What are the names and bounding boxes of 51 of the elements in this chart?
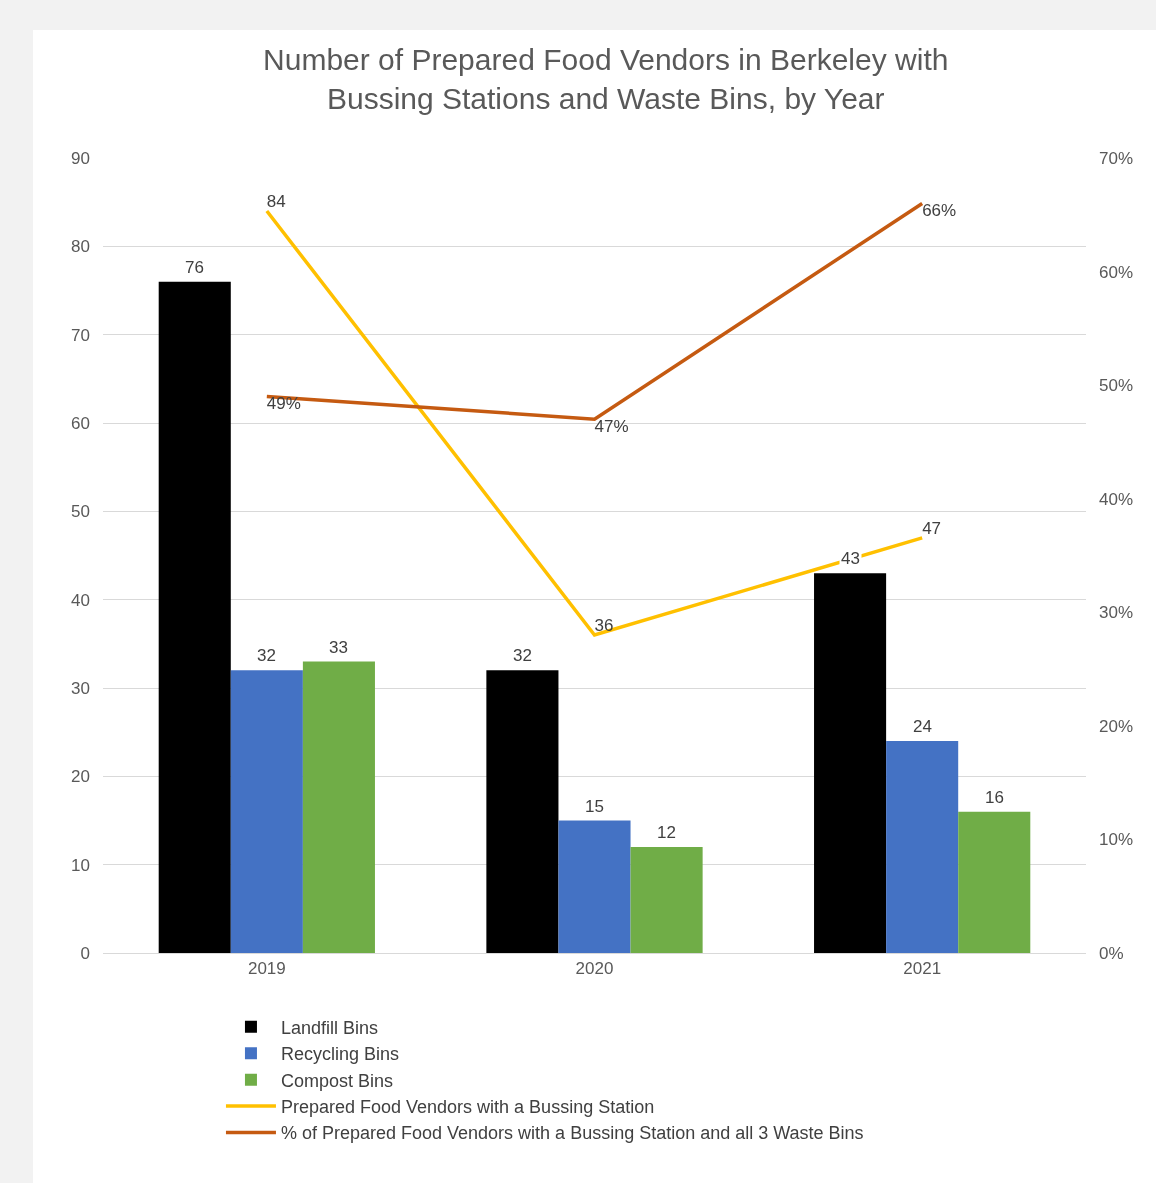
y-tick-label: 80 [71,237,90,257]
y2-tick-label: 70% [1099,148,1134,168]
x-tick-label: 2020 [575,959,614,979]
y2-tick-label: 50% [1099,376,1134,396]
y2-tick-label: 60% [1099,262,1134,282]
legend-label: Prepared Food Vendors with a Bussing Station [280,1097,655,1118]
y-tick-label: 60 [71,413,90,433]
y-tick-label: 20 [71,767,90,787]
legend-label: Landfill Bins [280,1017,379,1038]
legend-label: Recycling Bins [280,1044,400,1065]
bar [630,847,703,953]
bar [958,811,1031,953]
bar [814,573,887,953]
data-label: 76 [185,258,204,277]
data-label: 47 [922,518,942,538]
y-tick-label: 90 [71,148,90,168]
data-label: 43 [841,549,860,568]
data-label: 32 [513,646,532,665]
data-label: 36 [594,615,614,635]
data-label: 49% [266,394,301,414]
data-label: 15 [585,797,604,816]
data-label: 66% [922,201,957,221]
bar [486,670,559,953]
bar [302,661,375,953]
y-tick-label: 40 [71,590,90,610]
y2-tick-label: 20% [1099,716,1134,736]
y-tick-label: 10 [71,855,90,875]
data-label: 24 [913,717,932,736]
data-label: 32 [257,646,276,665]
chart-title: Number of Prepared Food Vendors in Berkeley with Bussing Stations and Waste Bins, by Year [263,43,949,116]
y2-tick-label: 10% [1099,830,1134,850]
data-label: 33 [329,638,348,657]
x-tick-label: 2021 [903,959,942,979]
bar [558,820,631,953]
legend-label: % of Prepared Food Vendors with a Bussing Station and all 3 Waste Bins [280,1123,864,1144]
y2-tick-label: 30% [1099,603,1134,623]
y2-tick-label: 40% [1099,489,1134,509]
y2-tick-label: 0% [1099,943,1124,963]
data-label: 16 [985,788,1004,807]
bar [230,670,303,953]
y-tick-label: 50 [71,502,90,522]
y-tick-label: 70 [71,325,90,345]
legend-label: Compost Bins [280,1070,394,1091]
bar [158,281,231,953]
bar [886,741,959,953]
y-tick-label: 0 [80,943,90,963]
x-tick-label: 2019 [247,959,286,979]
data-label: 12 [657,823,676,842]
data-label: 84 [266,191,286,211]
y-tick-label: 30 [71,678,90,698]
data-label: 47% [594,416,629,436]
